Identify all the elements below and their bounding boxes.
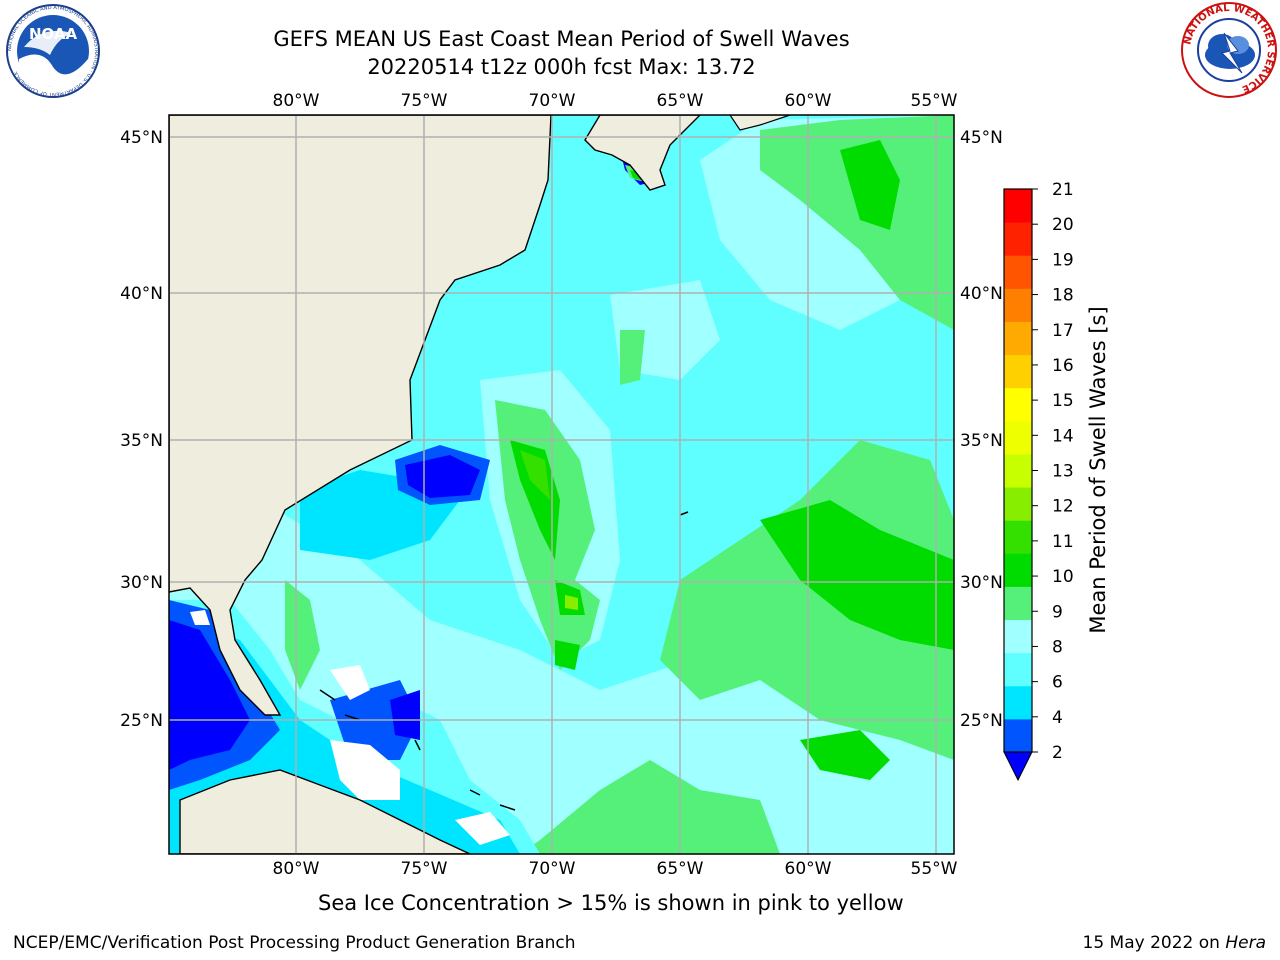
colorbar-swatch [1004,321,1032,356]
land-maritimes [584,115,701,191]
colorbar-extend-arrow [1003,751,1033,782]
lat-label: 45°N [120,128,163,148]
islands [319,511,689,811]
field-10-southeast [800,730,890,780]
lat-labels-left: 45°N 40°N 35°N 30°N 25°N [120,128,163,731]
colorbar-swatch [1004,718,1032,753]
field-10-blob-2 [555,640,580,670]
colorbar: 2 4 6 8 9 10 11 12 13 14 15 16 17 18 19 20 21 [1003,180,1074,782]
lon-label: 60°W [785,91,832,111]
colorbar-tick-label: 21 [1052,180,1074,200]
field-9-blob [620,330,645,385]
colorbar-swatch [1004,619,1032,654]
field-below2-west [169,620,250,770]
field-10-band [510,440,560,560]
colorbar-swatch [1004,652,1032,687]
nodata-patch [330,740,400,800]
sea-ice-note: Sea Ice Concentration > 15% is shown in … [318,891,904,915]
field-below2-central [390,690,420,740]
lat-label: 30°N [120,573,163,593]
colorbar-label: Mean Period of Swell Waves [s] [1086,306,1110,633]
colorbar-swatch [1004,189,1032,223]
lon-labels-bottom: 80°W 75°W 70°W 65°W 60°W 55°W [273,859,958,879]
colorbar-tick-label: 14 [1052,426,1074,446]
footer-date: 15 May 2022 on Hera [1083,933,1267,953]
colorbar-swatch [1004,487,1032,521]
colorbar-swatch [1004,387,1032,422]
graticule [169,115,954,854]
colorbar-tick-label: 2 [1052,743,1063,763]
colorbar-swatch [1004,453,1032,488]
colorbar-swatch [1004,420,1032,455]
lon-label: 80°W [273,859,320,879]
lat-label: 35°N [120,431,163,451]
colorbar-swatch [1004,586,1032,621]
nodata-patch [190,610,210,625]
lat-label: 30°N [960,573,1003,593]
colorbar-swatch [1004,288,1032,322]
map-title: GEFS MEAN US East Coast Mean Period of S… [273,27,850,51]
colorbar-tick-label: 18 [1052,286,1074,306]
nodata-patch [330,665,370,700]
colorbar-tick-label: 20 [1052,215,1074,235]
field-11-band [520,450,550,500]
lat-label: 40°N [120,284,163,304]
field-12-band [565,595,578,610]
map-subtitle: 20220514 t12z 000h fcst Max: 13.72 [367,55,756,79]
footer-credit: NCEP/EMC/Verification Post Processing Pr… [13,933,576,953]
lat-label: 40°N [960,284,1003,304]
map-frame [168,114,955,855]
land-masses [169,115,791,854]
lat-label: 25°N [120,711,163,731]
colorbar-swatch [1004,354,1032,389]
colorbar-swatch [1004,222,1032,256]
colorbar-tick-label: 19 [1052,250,1074,270]
footer-date-text: 15 May 2022 on [1082,933,1226,953]
colorbar-tick-label: 15 [1052,391,1074,411]
colorbar-tick-label: 11 [1052,532,1074,552]
lon-label: 75°W [401,91,448,111]
colorbar-tick-label: 13 [1052,462,1074,482]
colorbar-tick-label: 9 [1052,602,1063,622]
colorbar-swatch [1004,520,1032,554]
lon-label: 80°W [273,91,320,111]
field-9-south [520,760,780,854]
colorbar-tick-label: 17 [1052,321,1074,341]
colorbar-tick-label: 6 [1052,673,1063,693]
nodata-patch [455,812,510,845]
lat-label: 25°N [960,711,1003,731]
lon-label: 55°W [911,91,958,111]
lon-label: 65°W [657,859,704,879]
field-10-east [840,140,900,230]
colorbar-swatch [1004,553,1032,587]
lon-label: 65°W [657,91,704,111]
colorbar-tick-label: 8 [1052,637,1063,657]
footer-machine: Hera [1225,933,1266,953]
colorbar-tick-label: 4 [1052,708,1063,728]
colorbar-tick-label: 12 [1052,497,1074,517]
field-9-ridge [660,440,954,760]
lon-label: 70°W [529,859,576,879]
lon-label: 75°W [401,859,448,879]
lat-label: 45°N [960,128,1003,148]
colorbar-tick-label: 16 [1052,356,1074,376]
lat-labels-right: 45°N 40°N 35°N 30°N 25°N [960,128,1003,731]
lon-label: 60°W [785,859,832,879]
field-9-west [285,580,320,690]
colorbar-tick-label: 10 [1052,567,1074,587]
nws-logo-icon: NATIONAL WEATHER SERVICE [1181,2,1277,98]
lon-label: 70°W [529,91,576,111]
land-cuba [179,769,471,854]
colorbar-swatch [1004,255,1032,289]
land-maritimes-east [729,115,791,131]
lon-labels-top: 80°W 75°W 70°W 65°W 60°W 55°W [273,91,958,111]
noaa-logo-text: NOAA [29,25,78,43]
noaa-logo-icon: NOAA NATIONAL OCEANIC AND ATMOSPHERIC AD… [6,4,100,98]
lat-label: 35°N [960,431,1003,451]
colorbar-swatch [1004,685,1032,720]
land-north-america [169,115,552,716]
lon-label: 55°W [911,859,958,879]
